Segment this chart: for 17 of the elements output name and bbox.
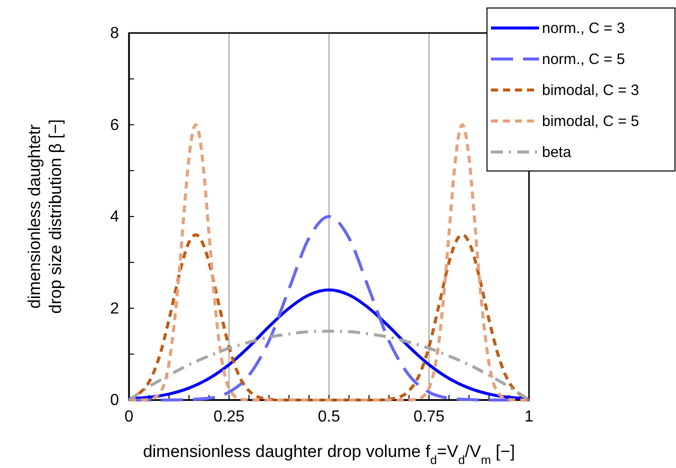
legend-label: bimodal, C = 3 — [542, 82, 640, 99]
y-axis-title: dimensionless daughtetr drop size distribution β [−] — [25, 119, 65, 314]
x-tick-label: 0.5 — [318, 408, 340, 426]
y-tick-label: 4 — [110, 208, 120, 226]
x-tick-label: 0.25 — [213, 408, 245, 426]
y-tick-label: 8 — [110, 25, 120, 42]
x-tick-label: 0.75 — [413, 408, 445, 426]
y-tick-label: 6 — [110, 116, 120, 134]
legend-label: beta — [542, 144, 572, 161]
legend-label: norm., C = 5 — [542, 51, 625, 68]
y-tick-label: 0 — [110, 392, 120, 410]
legend-label: bimodal, C = 5 — [542, 113, 640, 130]
y-tick-label: 2 — [110, 300, 120, 318]
x-tick-label: 0 — [124, 408, 134, 426]
x-axis-title: dimensionless daughter drop volume f$_{d}$=V$_{d}$/V$_{m}$ [−] — [142, 442, 516, 467]
legend-label: norm., C = 3 — [542, 20, 625, 37]
x-tick-label: 1 — [524, 408, 534, 426]
